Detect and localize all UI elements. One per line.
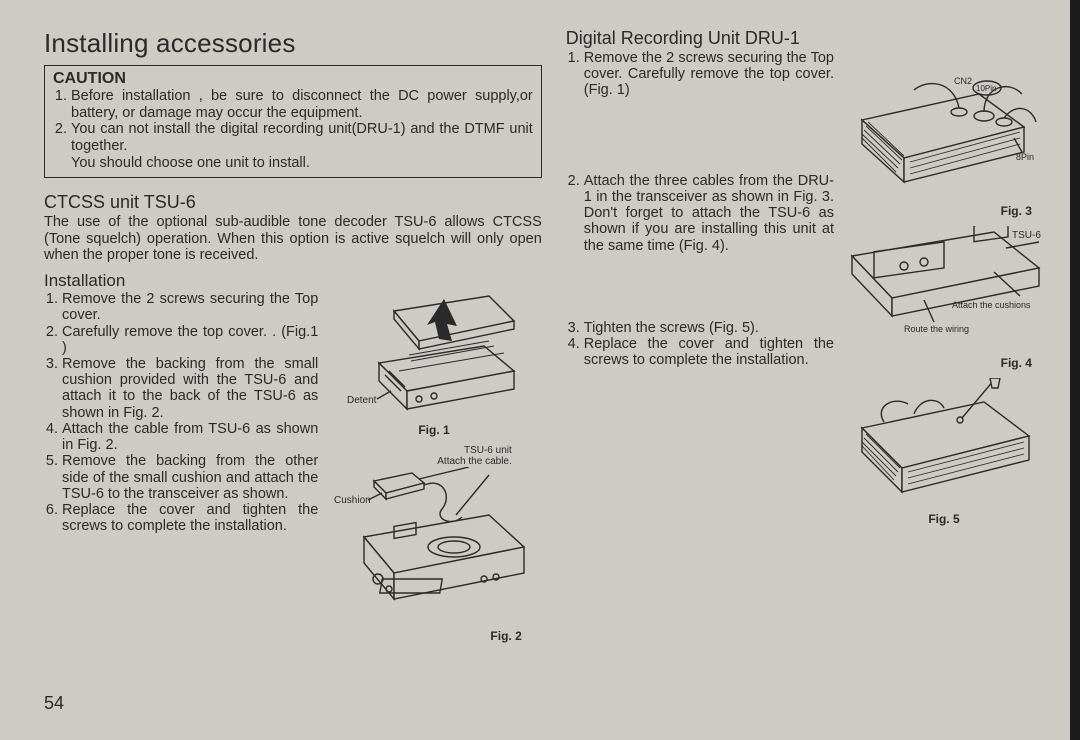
- installation-figures: Detent Fig. 1 TSU-6 unit Attach the cabl…: [326, 291, 542, 643]
- fig4-cushions-label: Attach the cushions: [952, 300, 1031, 310]
- fig2-illustration: Cushion: [334, 467, 534, 627]
- fig2-cushion-label: Cushion: [334, 495, 371, 506]
- right-figures: CN2 10Pin 8Pin Fig. 3: [844, 28, 1044, 668]
- ctcss-para: The use of the optional sub-audible tone…: [44, 214, 542, 263]
- installation-text: Remove the 2 screws securing the Top cov…: [44, 291, 318, 643]
- figure-1: Detent Fig. 1: [326, 291, 542, 437]
- fig1-caption: Fig. 1: [418, 423, 449, 437]
- figure-2: TSU-6 unit Attach the cable.: [326, 445, 542, 643]
- fig3-8pin-label: 8Pin: [1016, 152, 1034, 162]
- caution-item: You can not install the digital recordin…: [71, 121, 533, 154]
- fig3-illustration: CN2 10Pin 8Pin: [844, 72, 1044, 202]
- page-number: 54: [44, 693, 64, 714]
- right-column: Digital Recording Unit DRU-1 Remove the …: [566, 28, 1044, 668]
- step: Remove the backing from the other side o…: [62, 453, 318, 502]
- ctcss-heading: CTCSS unit TSU-6: [44, 192, 542, 213]
- dru-steps-a: Remove the 2 screws securing the Top cov…: [566, 50, 834, 99]
- step: Remove the backing from the small cushio…: [62, 356, 318, 421]
- fig2-attach-label: Attach the cable.: [437, 456, 512, 467]
- fig1-detent-label: Detent: [347, 395, 377, 406]
- installation-wrap: Remove the 2 screws securing the Top cov…: [44, 291, 542, 643]
- fig5-caption: Fig. 5: [928, 512, 959, 526]
- figure-4: TSU-6 Attach the cushions Route the wiri…: [844, 226, 1044, 370]
- figure-3: CN2 10Pin 8Pin Fig. 3: [844, 72, 1044, 218]
- caution-heading: CAUTION: [53, 70, 533, 88]
- figure-5: Fig. 5: [844, 378, 1044, 526]
- main-title: Installing accessories: [44, 28, 542, 59]
- installation-steps: Remove the 2 screws securing the Top cov…: [44, 291, 318, 535]
- dru-steps-b: Attach the three cables from the DRU-1 i…: [566, 173, 834, 254]
- fig4-illustration: TSU-6 Attach the cushions Route the wiri…: [844, 226, 1044, 354]
- step: Replace the cover and tighten the screws…: [584, 336, 834, 368]
- step: Remove the 2 screws securing the Top cov…: [62, 291, 318, 323]
- step: Attach the cable from TSU-6 as shown in …: [62, 421, 318, 453]
- fig4-route-label: Route the wiring: [904, 324, 969, 334]
- installation-heading: Installation: [44, 271, 542, 291]
- fig1-illustration: Detent: [339, 291, 529, 421]
- fig3-10pin-label: 10Pin: [976, 84, 996, 93]
- step: Carefully remove the top cover. . (Fig.1…: [62, 324, 318, 356]
- fig3-cn2-label: CN2: [954, 76, 972, 86]
- dru-steps-c: Tighten the screws (Fig. 5). Replace the…: [566, 320, 834, 369]
- fig4-tsu6-label: TSU-6: [1012, 230, 1041, 241]
- caution-item: Before installation , be sure to disconn…: [71, 88, 533, 121]
- caution-list: Before installation , be sure to disconn…: [53, 88, 533, 155]
- step: Remove the 2 screws securing the Top cov…: [584, 50, 834, 99]
- fig3-caption: Fig. 3: [1001, 204, 1032, 218]
- scan-edge-shadow: [1070, 0, 1080, 740]
- fig4-caption: Fig. 4: [1001, 356, 1032, 370]
- fig2-unit-label: TSU-6 unit: [464, 445, 512, 456]
- left-column: Installing accessories CAUTION Before in…: [44, 28, 542, 668]
- caution-note: You should choose one unit to install.: [53, 155, 533, 172]
- dru-heading: Digital Recording Unit DRU-1: [566, 28, 834, 49]
- fig2-caption: Fig. 2: [490, 629, 521, 643]
- fig5-illustration: [844, 378, 1044, 510]
- step: Tighten the screws (Fig. 5).: [584, 320, 834, 336]
- step: Attach the three cables from the DRU-1 i…: [584, 173, 834, 254]
- page-content: Installing accessories CAUTION Before in…: [44, 28, 1044, 668]
- caution-box: CAUTION Before installation , be sure to…: [44, 65, 542, 178]
- right-text: Digital Recording Unit DRU-1 Remove the …: [566, 28, 834, 668]
- step: Replace the cover and tighten the screws…: [62, 502, 318, 534]
